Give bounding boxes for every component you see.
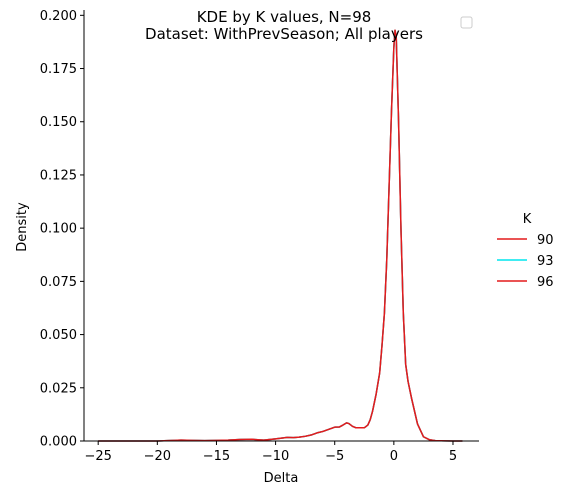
x-tick-label: −25 xyxy=(84,449,111,464)
legend-title: K xyxy=(523,212,532,227)
empty-legend-box xyxy=(460,16,473,29)
legend-label-93: 93 xyxy=(537,254,554,269)
x-tick-label: −5 xyxy=(325,449,344,464)
y-tick-label: 0.100 xyxy=(40,222,77,237)
x-tick-label: −20 xyxy=(144,449,171,464)
legend: K 90 93 96 xyxy=(497,212,554,290)
legend-entries: 90 93 96 xyxy=(497,233,554,290)
y-tick-label: 0.200 xyxy=(40,9,77,24)
chart-title: KDE by K values, N=98 xyxy=(197,8,372,26)
x-ticks: −25 −20 −15 −10 −5 0 5 xyxy=(84,441,457,464)
y-tick-label: 0.025 xyxy=(40,381,77,396)
legend-label-96: 96 xyxy=(537,275,554,290)
y-axis-label: Density xyxy=(15,202,30,252)
y-tick-label: 0.175 xyxy=(40,62,77,77)
x-tick-label: 0 xyxy=(390,449,398,464)
chart-subtitle: Dataset: WithPrevSeason; All players xyxy=(145,25,423,43)
x-axis-label: Delta xyxy=(264,471,299,486)
series-line-96 xyxy=(98,29,463,442)
series-layer xyxy=(98,29,463,442)
y-ticks: 0.000 0.025 0.050 0.075 0.100 0.125 0.150 0.175… xyxy=(40,9,84,450)
y-tick-label: 0.150 xyxy=(40,115,77,130)
y-tick-label: 0.075 xyxy=(40,275,77,290)
axes-layer xyxy=(83,10,479,442)
x-tick-label: 5 xyxy=(449,449,457,464)
y-tick-label: 0.125 xyxy=(40,168,77,183)
legend-label-90: 90 xyxy=(537,233,554,248)
y-tick-label: 0.050 xyxy=(40,328,77,343)
x-tick-label: −10 xyxy=(262,449,289,464)
x-tick-label: −15 xyxy=(203,449,230,464)
y-tick-label: 0.000 xyxy=(40,435,77,450)
